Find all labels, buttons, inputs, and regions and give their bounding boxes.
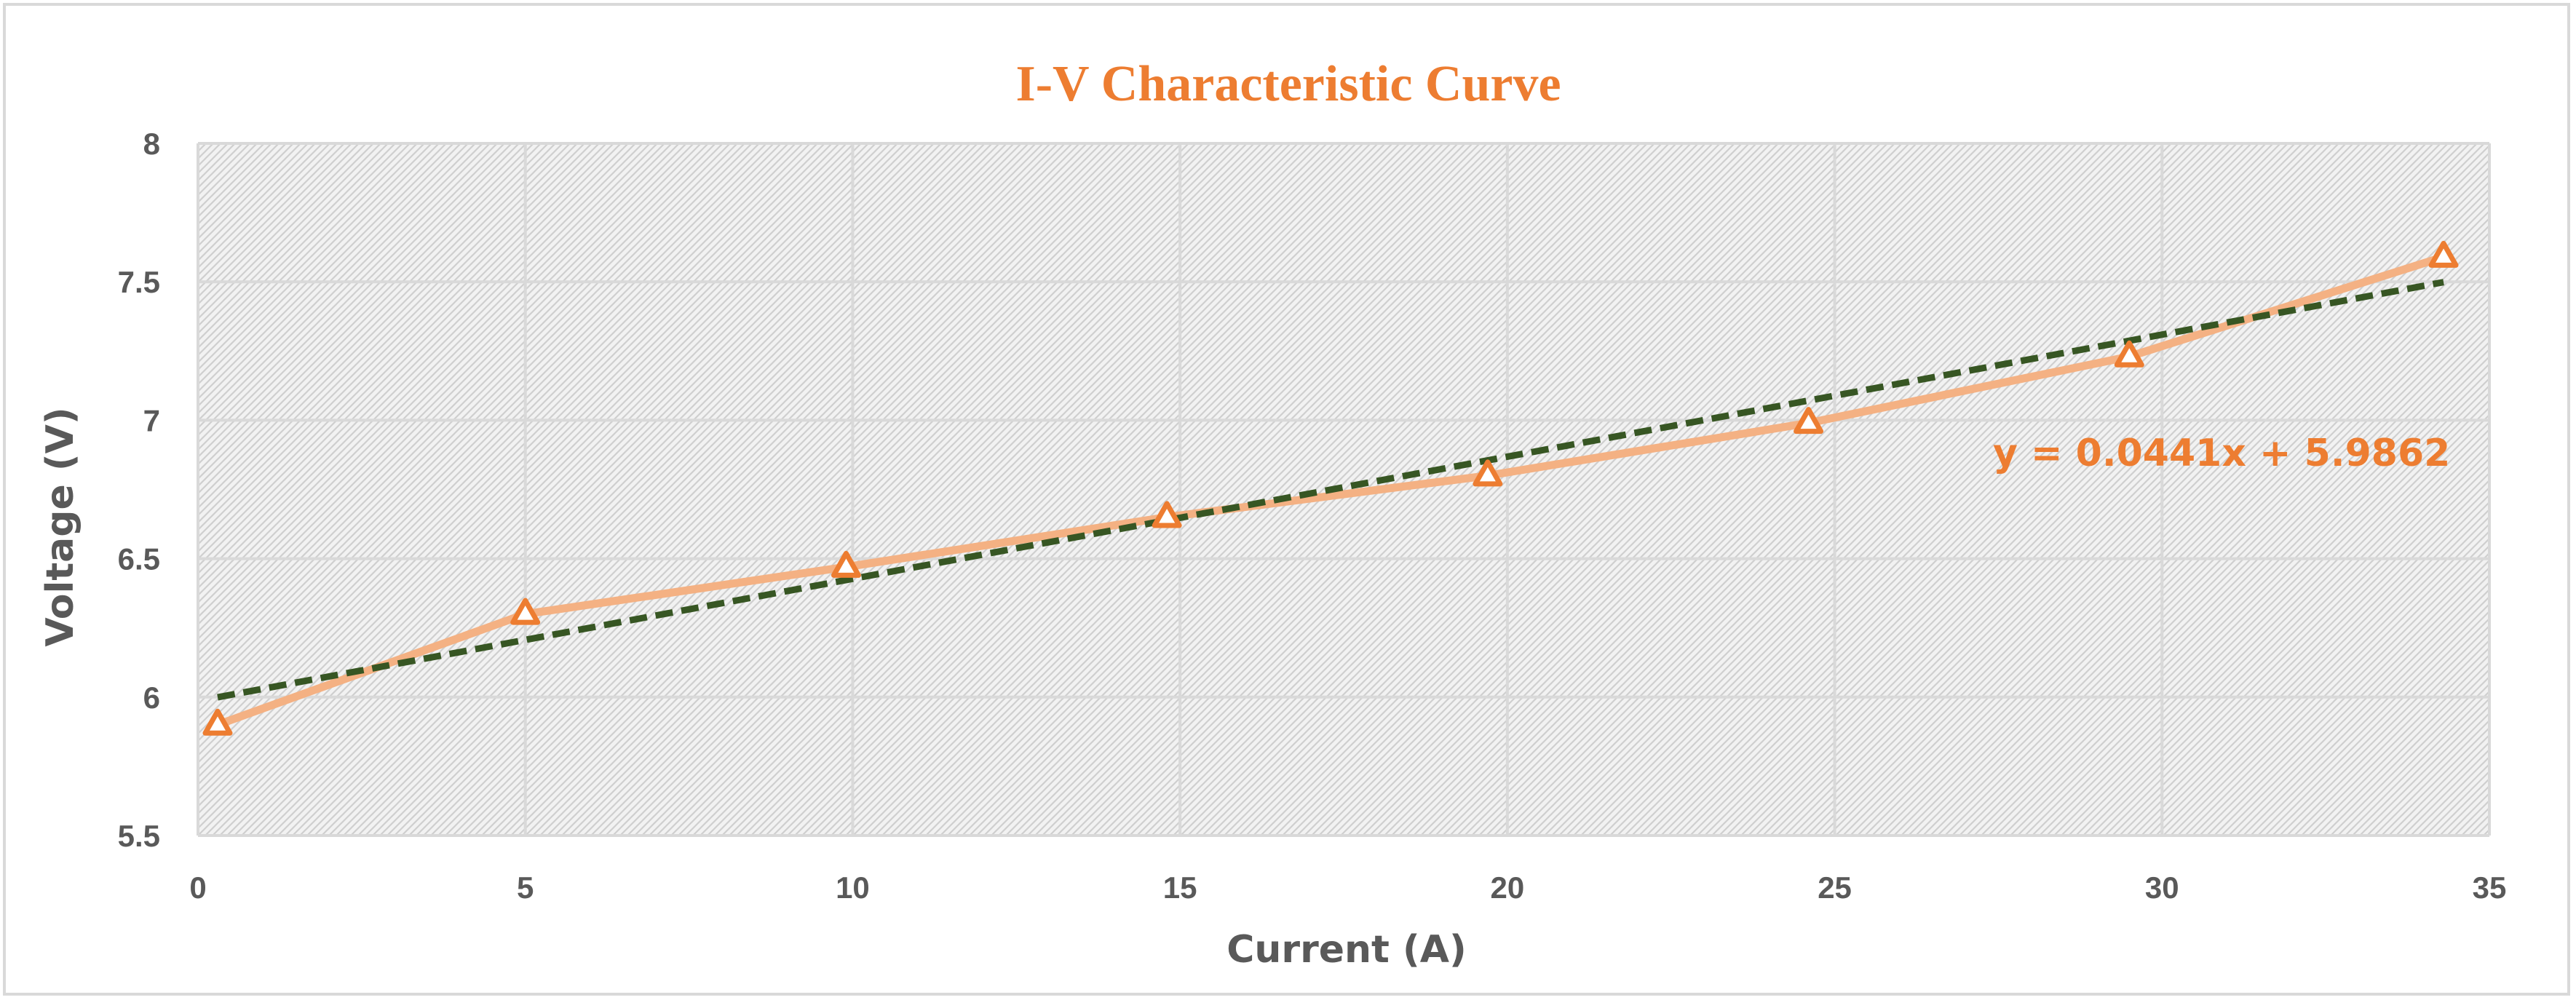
chart-title: I-V Characteristic Curve: [1015, 56, 1561, 112]
y-tick-label: 6: [143, 680, 160, 715]
x-axis-label: Current (A): [1226, 928, 1467, 972]
data-point-marker: [2114, 340, 2144, 368]
y-tick-label: 6.5: [118, 542, 160, 576]
gridlines: [197, 142, 2491, 837]
data-point-marker: [202, 708, 233, 736]
x-tick-label: 25: [1818, 870, 1852, 905]
data-point-marker: [1794, 407, 1824, 434]
x-tick-label: 10: [836, 870, 870, 905]
trendline: [217, 279, 2444, 701]
data-point-marker: [1152, 501, 1182, 528]
x-tick-label: 5: [517, 870, 534, 905]
trendline-equation: y = 0.0441x + 5.9862: [1993, 432, 2450, 475]
series-line: [213, 253, 2448, 729]
data-point-marker: [2428, 240, 2459, 268]
data-point-marker: [831, 550, 861, 578]
tick-labels: 0 5 10 15 20 25 30 35 5.5 6 6.5 7 7.5 8: [118, 127, 2507, 905]
y-tick-label: 8: [143, 127, 160, 161]
x-tick-label: 0: [189, 870, 206, 905]
data-point-marker: [1473, 459, 1503, 487]
plot-area: [198, 143, 2489, 836]
data-point-marker: [510, 598, 541, 625]
y-axis-label: Voltage (V): [39, 407, 82, 646]
data-markers: [202, 240, 2459, 736]
y-tick-label: 7.5: [118, 265, 160, 299]
x-tick-label: 15: [1163, 870, 1197, 905]
y-tick-label: 7: [143, 403, 160, 437]
x-tick-label: 30: [2145, 870, 2179, 905]
x-tick-label: 35: [2473, 870, 2507, 905]
y-tick-label: 5.5: [118, 819, 160, 853]
x-tick-label: 20: [1490, 870, 1524, 905]
